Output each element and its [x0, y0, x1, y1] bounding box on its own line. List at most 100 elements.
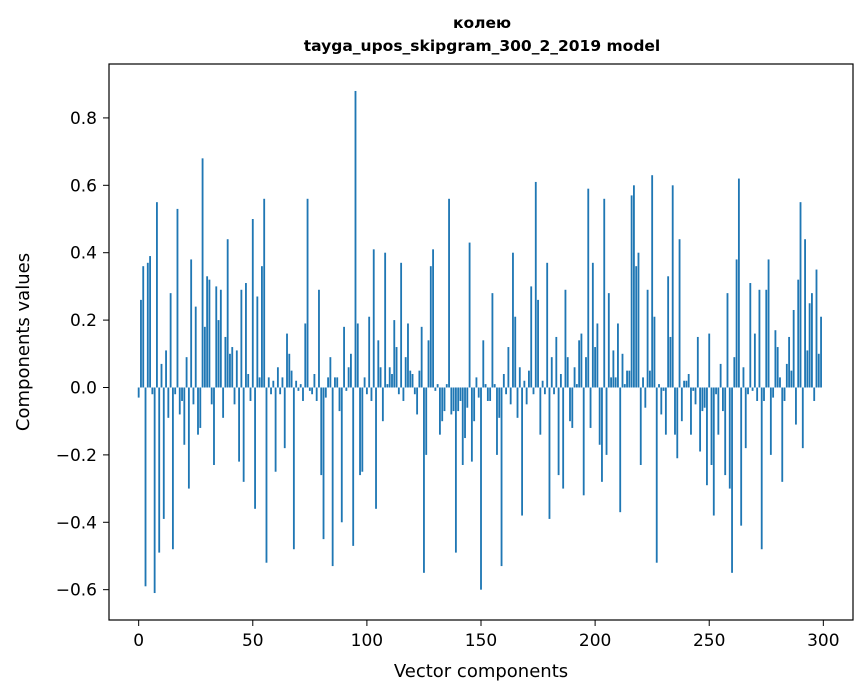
bar-8: [156, 202, 158, 388]
bar-141: [459, 387, 462, 401]
bar-191: [573, 367, 576, 388]
bar-52: [256, 296, 259, 388]
bar-146: [470, 387, 473, 462]
bar-10: [160, 363, 163, 388]
bar-54: [261, 266, 263, 388]
bar-126: [425, 387, 428, 455]
bar-36: [219, 289, 222, 388]
y-tick-label: −0.6: [56, 581, 97, 601]
bar-51: [254, 387, 256, 509]
bar-26: [197, 387, 199, 435]
bar-119: [409, 370, 412, 388]
y-tick-label: −0.4: [56, 513, 97, 533]
bar-286: [790, 370, 793, 388]
bar-69: [295, 380, 298, 388]
bar-297: [815, 269, 818, 388]
x-tick-label: 50: [242, 631, 264, 651]
bar-103: [372, 249, 375, 388]
bar-189: [569, 387, 571, 422]
bar-150: [480, 387, 482, 590]
bar-187: [564, 289, 567, 388]
bar-223: [646, 289, 649, 388]
bar-279: [774, 330, 777, 388]
bar-288: [795, 387, 797, 425]
bar-296: [813, 387, 816, 401]
bar-170: [525, 387, 528, 405]
bar-115: [400, 262, 403, 388]
bar-153: [486, 387, 489, 401]
bar-282: [781, 387, 784, 482]
bar-33: [213, 387, 215, 465]
bar-238: [680, 387, 683, 422]
bar-24: [192, 387, 195, 405]
bar-35: [217, 320, 220, 388]
bar-110: [388, 367, 391, 388]
bar-215: [628, 370, 631, 388]
bar-210: [617, 323, 619, 388]
bar-154: [489, 387, 492, 401]
bar-212: [621, 353, 624, 388]
bar-163: [509, 387, 512, 405]
bar-87: [336, 377, 339, 388]
bar-277: [769, 387, 772, 455]
bar-214: [626, 370, 628, 388]
bar-116: [402, 387, 405, 401]
bar-222: [644, 387, 647, 408]
bar-118: [407, 323, 409, 388]
bar-72: [302, 387, 304, 401]
bar-289: [797, 279, 800, 388]
bar-68: [292, 387, 295, 550]
bar-260: [731, 387, 733, 573]
chart-subtitle: tayga_upos_skipgram_300_2_2019 model: [304, 37, 661, 55]
bar-249: [706, 387, 708, 486]
bar-268: [749, 283, 752, 388]
bar-272: [758, 289, 761, 388]
bar-32: [210, 387, 213, 405]
bar-203: [601, 387, 603, 482]
bar-213: [623, 384, 626, 388]
bar-76: [311, 387, 314, 395]
bar-134: [443, 387, 446, 412]
bar-133: [441, 387, 444, 422]
bar-108: [384, 252, 387, 388]
bar-3: [144, 387, 147, 587]
y-tick-label: 0.8: [70, 109, 97, 129]
bar-284: [785, 363, 788, 388]
bar-41: [231, 347, 234, 388]
bar-135: [445, 384, 448, 388]
bar-129: [432, 249, 434, 388]
bar-183: [555, 336, 558, 388]
bar-267: [747, 387, 749, 395]
bar-152: [484, 384, 487, 388]
bar-235: [674, 387, 676, 435]
bar-291: [801, 387, 804, 449]
bar-61: [276, 367, 279, 388]
x-tick-label: 100: [351, 631, 383, 651]
bar-123: [418, 370, 421, 388]
bar-2: [142, 266, 145, 388]
bar-243: [692, 387, 695, 391]
bar-211: [619, 387, 622, 513]
bar-101: [368, 316, 371, 388]
bar-9: [158, 387, 161, 553]
bar-290: [799, 202, 802, 388]
bar-258: [726, 293, 729, 388]
bar-85: [331, 387, 334, 567]
bar-40: [229, 353, 231, 388]
bar-75: [308, 387, 311, 391]
bar-225: [651, 175, 654, 388]
bar-149: [477, 387, 480, 398]
bar-180: [548, 387, 551, 519]
bar-5: [149, 256, 151, 388]
bar-239: [683, 380, 686, 388]
bar-148: [475, 377, 478, 388]
bar-298: [817, 353, 820, 388]
bar-182: [553, 387, 555, 395]
bar-167: [518, 367, 521, 388]
bar-190: [571, 387, 574, 428]
bar-263: [737, 178, 740, 388]
bar-81: [322, 387, 325, 540]
bar-78: [315, 387, 318, 401]
bar-70: [297, 387, 300, 391]
bar-219: [637, 252, 640, 388]
